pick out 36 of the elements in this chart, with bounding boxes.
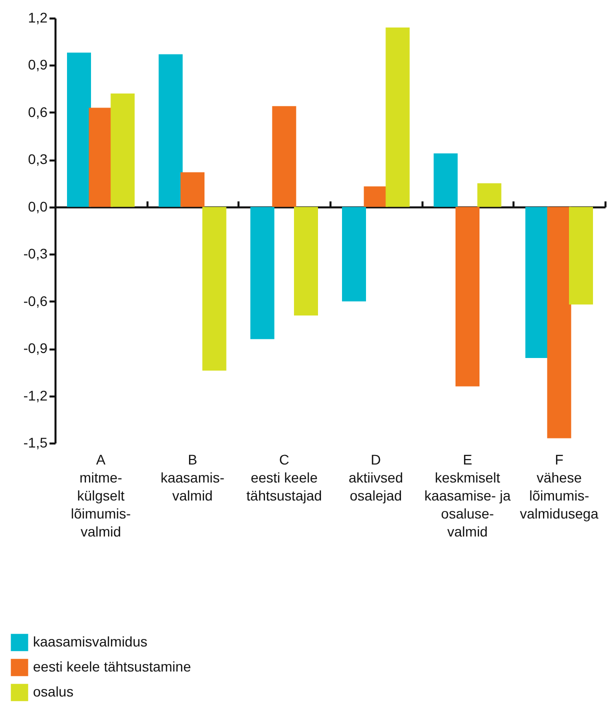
y-tick-label: -0,6 bbox=[23, 292, 48, 309]
bar bbox=[456, 206, 480, 386]
y-tick-label: 0,6 bbox=[28, 104, 48, 120]
bar bbox=[202, 206, 226, 371]
legend-label: kaasamisvalmidus bbox=[33, 634, 148, 650]
y-tick-label: -0,3 bbox=[23, 246, 48, 262]
bar bbox=[88, 108, 113, 207]
bar bbox=[525, 206, 550, 358]
bar bbox=[294, 206, 318, 316]
legend-label: eesti keele tähtsustamine bbox=[33, 658, 192, 674]
y-tick-label: -1,5 bbox=[23, 434, 48, 450]
y-tick-label: 1,2 bbox=[28, 10, 48, 26]
bar bbox=[67, 52, 92, 207]
x-tick-label: F vähese lõimumis- valmidusega bbox=[520, 452, 599, 522]
legend-label: osalus bbox=[33, 684, 74, 700]
bar bbox=[158, 54, 183, 207]
bar bbox=[110, 94, 135, 207]
y-tick-label: -0,9 bbox=[23, 340, 48, 356]
x-tick-label: E keskmiselt kaasamise- ja osaluse- valmid bbox=[424, 452, 511, 540]
y-tick-label: 0,3 bbox=[28, 151, 48, 168]
bar bbox=[180, 172, 204, 207]
bar bbox=[250, 206, 274, 340]
bar bbox=[272, 106, 296, 207]
bar bbox=[568, 206, 593, 304]
x-tick-label: D aktiivsed osalejad bbox=[348, 452, 404, 504]
x-tick-label: A mitme- külgselt lõimumis- valmid bbox=[70, 452, 132, 540]
bar bbox=[547, 206, 572, 438]
bar bbox=[386, 27, 410, 207]
bar bbox=[342, 206, 366, 302]
x-tick-label: C eesti keele tähtsustajad bbox=[246, 452, 322, 504]
bar bbox=[434, 153, 458, 207]
x-tick-label: B kaasamis- valmid bbox=[160, 452, 225, 504]
bar bbox=[477, 183, 502, 207]
y-tick-label: -1,2 bbox=[23, 387, 48, 404]
y-tick-label: 0,0 bbox=[28, 198, 48, 214]
y-tick-label: 0,9 bbox=[28, 56, 48, 73]
